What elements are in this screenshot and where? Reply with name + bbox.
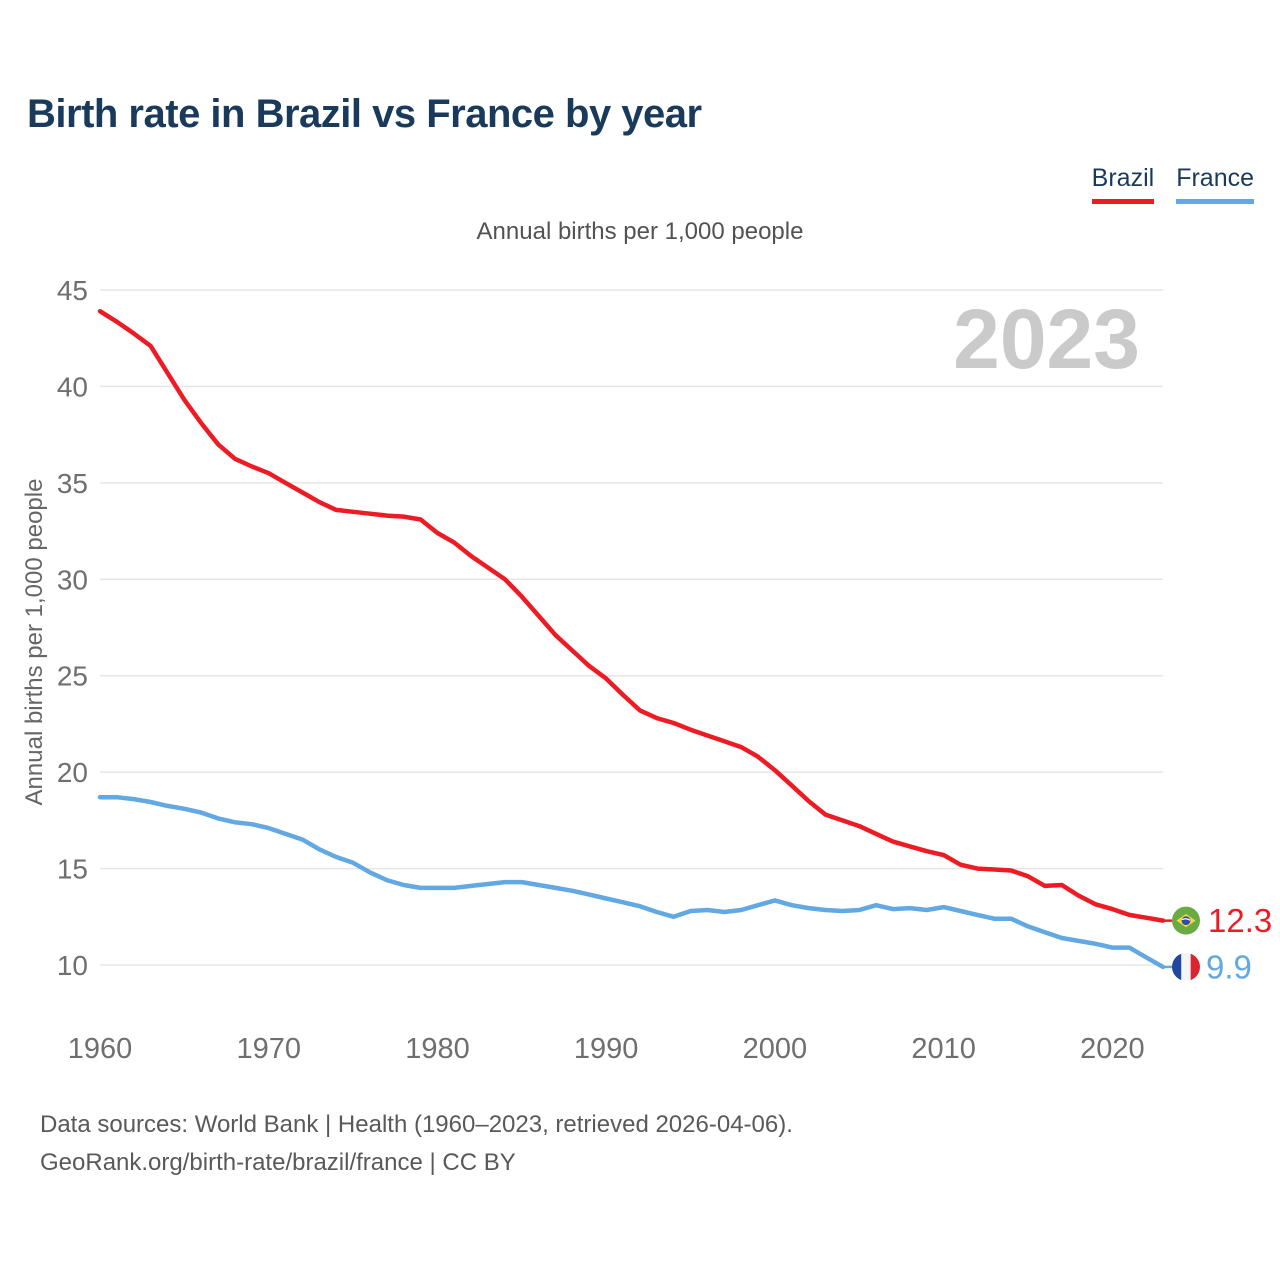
brazil-flag-globe bbox=[1181, 916, 1191, 925]
x-tick-label: 1990 bbox=[574, 1033, 639, 1065]
watermark-year: 2023 bbox=[953, 292, 1140, 386]
x-tick-label: 2020 bbox=[1080, 1033, 1145, 1065]
y-tick-label: 35 bbox=[57, 468, 88, 499]
footer-source-line: Data sources: World Bank | Health (1960–… bbox=[40, 1111, 793, 1138]
x-tick-label: 2000 bbox=[743, 1033, 808, 1065]
x-tick-label: 1960 bbox=[68, 1033, 133, 1065]
brazil-flag-band bbox=[1181, 918, 1191, 921]
y-tick-label: 15 bbox=[57, 854, 88, 885]
brazil-end-value: 12.3 bbox=[1208, 902, 1272, 939]
y-tick-label: 10 bbox=[57, 950, 88, 981]
legend-item-brazil[interactable]: Brazil bbox=[1091, 164, 1155, 204]
chart-subtitle: Annual births per 1,000 people bbox=[476, 218, 804, 245]
footer: Data sources: World Bank | Health (1960–… bbox=[40, 1106, 793, 1182]
footer-link-line: GeoRank.org/birth-rate/brazil/france | C… bbox=[40, 1149, 516, 1176]
france-flag-badge bbox=[1172, 952, 1200, 981]
x-axis-tick-labels: 1960 1970 1980 1990 2000 2010 2020 bbox=[68, 1033, 1145, 1065]
brazil-flag-badge bbox=[1172, 906, 1200, 935]
france-flag-white bbox=[1181, 952, 1191, 981]
x-tick-label: 1980 bbox=[405, 1033, 470, 1065]
gridlines bbox=[100, 289, 1163, 966]
series-line-brazil[interactable] bbox=[97, 308, 1166, 923]
france-flag-red bbox=[1190, 952, 1200, 981]
legend: Brazil France bbox=[1091, 164, 1254, 204]
france-end-value: 9.9 bbox=[1206, 948, 1252, 985]
y-axis-tick-labels: 45 40 35 30 25 20 15 10 bbox=[57, 275, 88, 981]
y-tick-label: 45 bbox=[57, 275, 88, 306]
y-axis-label: Annual births per 1,000 people bbox=[21, 479, 48, 806]
series-line-france[interactable] bbox=[97, 794, 1166, 970]
x-tick-label: 2010 bbox=[911, 1033, 976, 1065]
series-lines bbox=[97, 308, 1172, 970]
legend-item-france[interactable]: France bbox=[1176, 164, 1254, 204]
y-tick-label: 25 bbox=[57, 661, 88, 692]
chart-canvas: 45 40 35 30 25 20 15 10 1960 1970 1980 1990 2000 201… bbox=[21, 275, 1272, 1065]
france-flag-blue bbox=[1172, 952, 1182, 981]
y-tick-label: 30 bbox=[57, 564, 88, 595]
page-title: Birth rate in Brazil vs France by year bbox=[27, 92, 702, 136]
y-tick-label: 20 bbox=[57, 757, 88, 788]
y-tick-label: 40 bbox=[57, 371, 88, 402]
x-tick-label: 1970 bbox=[236, 1033, 301, 1065]
